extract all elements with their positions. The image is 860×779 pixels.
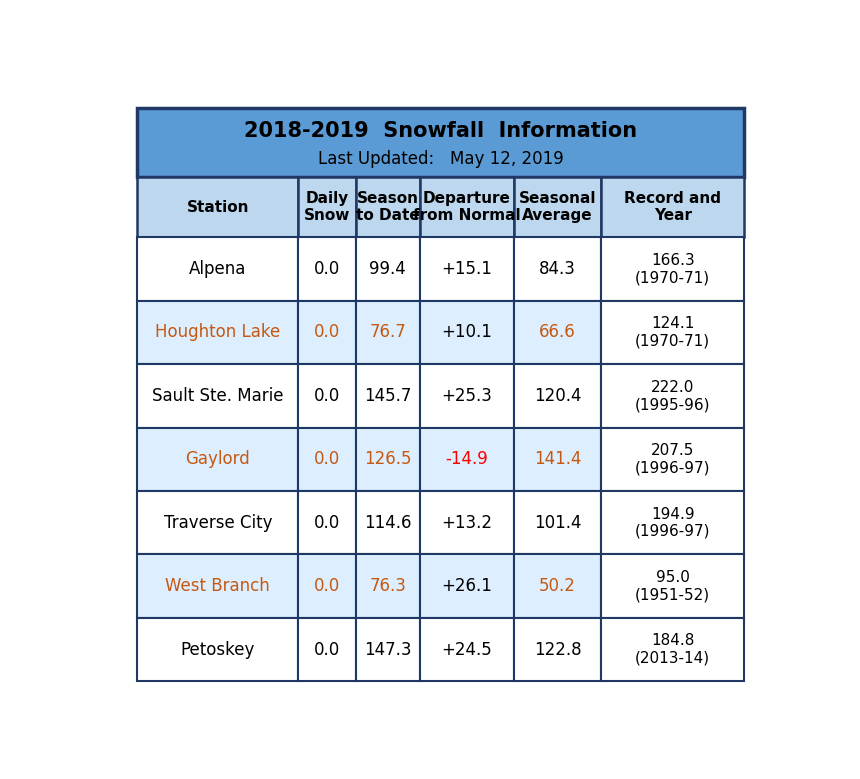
Text: 0.0: 0.0 [314,514,341,532]
Bar [420,428,513,491]
Bar [601,428,744,491]
Text: Seasonal
Average: Seasonal Average [519,191,596,224]
Bar [298,177,356,238]
Text: Station: Station [187,199,249,215]
Text: +15.1: +15.1 [441,260,492,278]
Bar [298,555,356,618]
Bar [138,428,298,491]
Bar [420,238,513,301]
Text: +26.1: +26.1 [441,577,492,595]
Bar [601,301,744,365]
Text: Departure
from Normal: Departure from Normal [413,191,520,224]
Bar [420,618,513,682]
Bar [420,301,513,365]
Text: 0.0: 0.0 [314,577,341,595]
Text: 101.4: 101.4 [534,514,581,532]
Text: Traverse City: Traverse City [163,514,272,532]
Bar [420,177,513,238]
Bar [138,491,298,555]
Bar [298,428,356,491]
Text: Gaylord: Gaylord [186,450,250,468]
Bar [513,428,601,491]
Text: 145.7: 145.7 [364,387,411,405]
Text: +25.3: +25.3 [441,387,492,405]
Bar [420,365,513,428]
Bar [298,301,356,365]
Bar [513,365,601,428]
Bar [601,555,744,618]
Text: 0.0: 0.0 [314,450,341,468]
Bar [138,365,298,428]
Text: 122.8: 122.8 [534,640,581,658]
Text: 95.0
(1951-52): 95.0 (1951-52) [636,570,710,602]
Bar [298,491,356,555]
Text: -14.9: -14.9 [445,450,488,468]
Text: 114.6: 114.6 [364,514,411,532]
Text: 84.3: 84.3 [539,260,576,278]
Text: +13.2: +13.2 [441,514,492,532]
Bar [138,618,298,682]
Text: Petoskey: Petoskey [181,640,255,658]
Text: +10.1: +10.1 [441,323,492,341]
Bar [513,301,601,365]
Text: Alpena: Alpena [189,260,247,278]
Text: 120.4: 120.4 [534,387,581,405]
Bar [356,301,420,365]
Bar [513,618,601,682]
Bar [356,238,420,301]
Bar [601,618,744,682]
Text: 99.4: 99.4 [369,260,406,278]
Bar [356,491,420,555]
Bar [356,365,420,428]
Bar [601,238,744,301]
Bar [138,555,298,618]
Bar [601,177,744,238]
Bar [298,238,356,301]
Text: 147.3: 147.3 [364,640,411,658]
Text: 0.0: 0.0 [314,323,341,341]
Text: 124.1
(1970-71): 124.1 (1970-71) [636,316,710,349]
Text: 0.0: 0.0 [314,387,341,405]
Text: Record and
Year: Record and Year [624,191,722,224]
Text: 50.2: 50.2 [539,577,576,595]
Bar [420,491,513,555]
Bar [138,301,298,365]
Text: Sault Ste. Marie: Sault Ste. Marie [152,387,284,405]
Bar [356,428,420,491]
Bar [601,491,744,555]
Text: 66.6: 66.6 [539,323,576,341]
Text: 141.4: 141.4 [534,450,581,468]
Text: Season
to Date: Season to Date [356,191,420,224]
Bar [356,555,420,618]
Text: 76.3: 76.3 [369,577,406,595]
Text: 126.5: 126.5 [364,450,411,468]
Bar [513,177,601,238]
Text: 2018-2019  Snowfall  Information: 2018-2019 Snowfall Information [244,122,637,141]
Text: 0.0: 0.0 [314,260,341,278]
Text: Last Updated:   May 12, 2019: Last Updated: May 12, 2019 [318,150,563,167]
Bar [298,365,356,428]
Text: 194.9
(1996-97): 194.9 (1996-97) [635,506,710,539]
Text: 166.3
(1970-71): 166.3 (1970-71) [636,253,710,285]
Bar [356,177,420,238]
Bar [601,365,744,428]
Text: 76.7: 76.7 [369,323,406,341]
Bar [138,108,744,177]
Text: 184.8
(2013-14): 184.8 (2013-14) [636,633,710,666]
Text: Houghton Lake: Houghton Lake [156,323,280,341]
Bar [138,177,298,238]
Bar [513,555,601,618]
Text: West Branch: West Branch [165,577,270,595]
Bar [513,238,601,301]
Bar [138,238,298,301]
Bar [298,618,356,682]
Text: Daily
Snow: Daily Snow [304,191,350,224]
Text: 0.0: 0.0 [314,640,341,658]
Bar [420,555,513,618]
Bar [356,618,420,682]
Text: 207.5
(1996-97): 207.5 (1996-97) [635,443,710,475]
Bar [513,491,601,555]
Text: 222.0
(1995-96): 222.0 (1995-96) [635,379,710,412]
Text: +24.5: +24.5 [441,640,492,658]
